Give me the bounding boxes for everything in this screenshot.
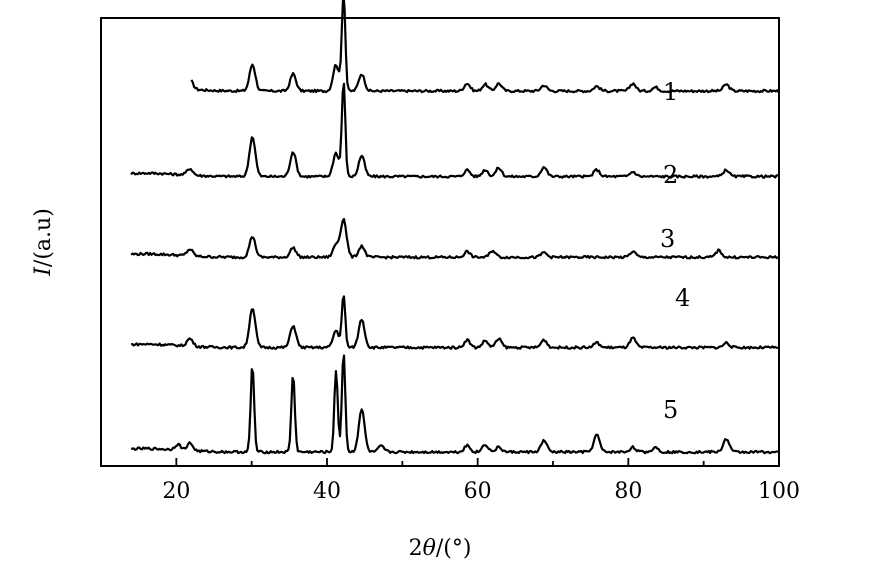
series-traces bbox=[130, 0, 780, 455]
series-label-4: 4 bbox=[675, 284, 690, 312]
x-axis-ticks: 20 40 60 80 100 bbox=[100, 458, 800, 504]
series-label-5: 5 bbox=[663, 396, 678, 424]
series-line-1 bbox=[190, 0, 780, 94]
series-label-3: 3 bbox=[660, 225, 675, 253]
x-tick-label: 100 bbox=[758, 479, 800, 504]
x-axis-title: 2θ/(°) bbox=[409, 536, 472, 561]
series-label-2: 2 bbox=[663, 161, 678, 189]
series-line-2 bbox=[130, 82, 778, 179]
series-label-1: 1 bbox=[663, 78, 678, 106]
x-tick-label: 40 bbox=[313, 479, 341, 504]
series-line-5 bbox=[130, 354, 779, 455]
y-axis-title: I/(a.u) bbox=[31, 208, 56, 277]
x-tick-label: 20 bbox=[162, 479, 190, 504]
series-line-3 bbox=[130, 217, 779, 260]
plot-frame bbox=[100, 17, 780, 467]
series-line-4 bbox=[130, 295, 779, 350]
x-tick-label: 80 bbox=[614, 479, 642, 504]
series-labels: 1 2 3 4 5 bbox=[660, 78, 690, 424]
x-tick-label: 60 bbox=[464, 479, 492, 504]
